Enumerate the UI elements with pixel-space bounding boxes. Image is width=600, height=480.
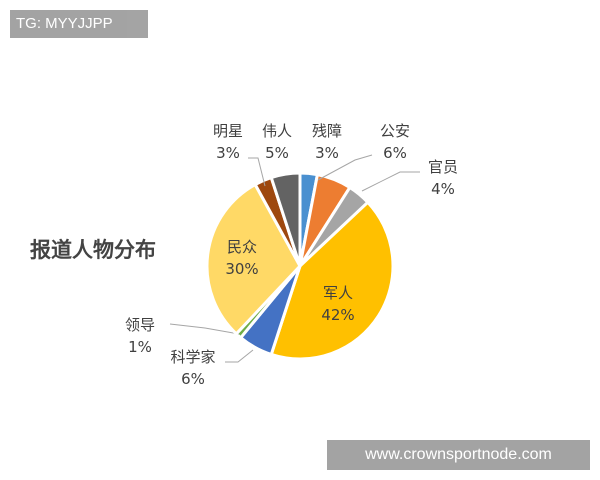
chart-title: 报道人物分布 xyxy=(30,237,156,262)
pie-slice-3 xyxy=(269,200,395,361)
watermark-bottom: www.crownsportnode.com xyxy=(327,440,590,470)
slice-percent: 4% xyxy=(431,180,455,198)
slice-label-2: 官员 4% xyxy=(428,156,458,200)
slice-name: 军人 xyxy=(322,284,353,302)
watermark-top: TG: MYYJJPP xyxy=(10,10,148,38)
slice-name: 科学家 xyxy=(170,348,216,366)
slice-name: 领导 xyxy=(124,316,156,334)
slice-name: 官员 xyxy=(427,158,459,176)
slice-name: 明星 xyxy=(212,122,244,140)
slice-name: 伟人 xyxy=(261,122,293,140)
slice-label-0: 残障 3% xyxy=(312,120,342,164)
pie-slice-6 xyxy=(205,182,302,336)
slice-label-6: 民众 30% xyxy=(225,236,258,280)
slice-percent: 6% xyxy=(383,144,407,162)
slice-name: 公安 xyxy=(379,122,411,140)
leader-line-7 xyxy=(248,157,266,187)
slice-label-5: 领导 1% xyxy=(125,314,155,358)
slice-label-3: 军人 42% xyxy=(321,282,354,326)
slice-percent: 1% xyxy=(128,338,152,356)
slice-name: 民众 xyxy=(226,238,257,256)
slice-percent: 3% xyxy=(315,144,339,162)
leader-line-2 xyxy=(361,171,420,192)
slice-label-7: 明星 3% xyxy=(213,120,243,164)
leader-line-5 xyxy=(169,323,240,335)
slice-percent: 42% xyxy=(321,306,355,324)
slice-label-8: 伟人 5% xyxy=(262,120,292,164)
pie-slice-8 xyxy=(269,171,302,267)
leader-line-1 xyxy=(317,154,373,181)
slice-name: 残障 xyxy=(311,122,343,140)
slice-percent: 30% xyxy=(225,260,259,278)
slice-percent: 5% xyxy=(265,144,289,162)
leader-line-4 xyxy=(225,349,254,363)
slice-label-1: 公安 6% xyxy=(380,120,410,164)
slice-percent: 3% xyxy=(216,144,240,162)
slice-percent: 6% xyxy=(181,370,205,388)
slice-label-4: 科学家 6% xyxy=(170,346,215,390)
